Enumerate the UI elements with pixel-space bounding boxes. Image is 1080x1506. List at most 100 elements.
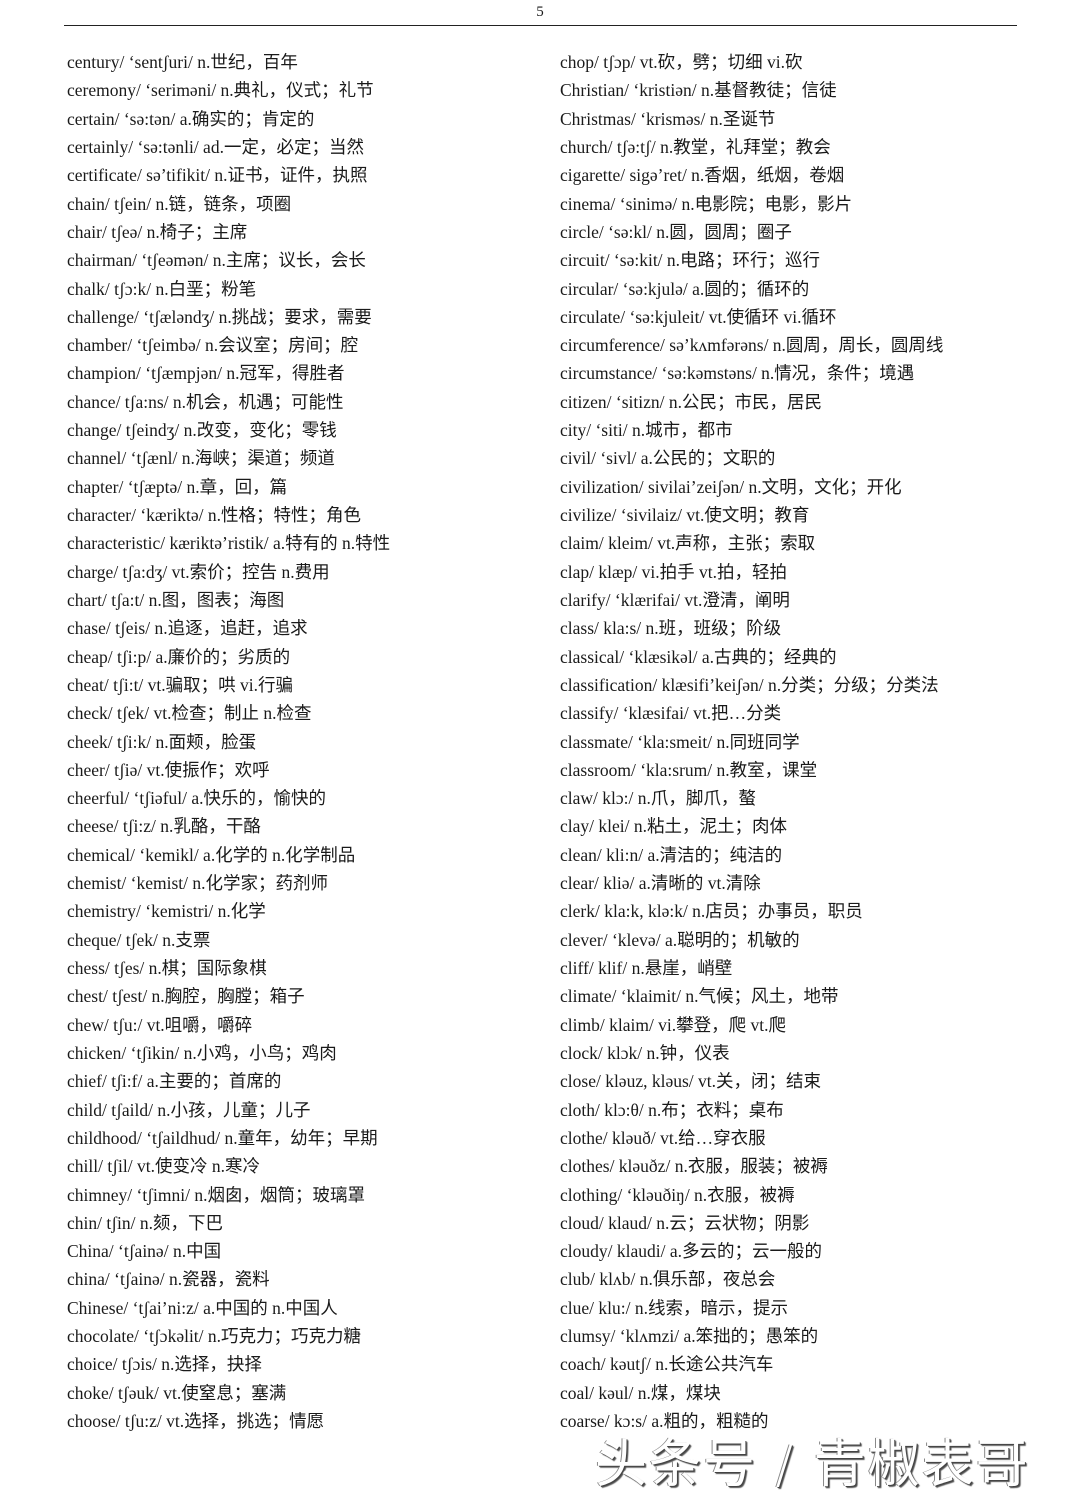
vocab-entry: civil/ ‘sivl/ a.公民的；文职的 — [560, 448, 776, 469]
vocab-entry: clear/ kliə/ a.清晰的 vt.清除 — [560, 873, 761, 894]
vocab-entry: coarse/ kɔ:s/ a.粗的，粗糙的 — [560, 1411, 769, 1431]
vocab-entry: chicken/ ‘tʃikin/ n.小鸡，小鸟；鸡肉 — [67, 1042, 337, 1063]
vocab-entry: chop/ tʃɔp/ vt.砍，劈；切细 vi.砍 — [560, 52, 803, 72]
vocab-entry: classical/ ‘klæsikəl/ a.古典的；经典的 — [560, 646, 837, 667]
vocab-entry: claw/ klɔ:/ n.爪，脚爪，螯 — [560, 788, 756, 809]
left-column: century/ ‘sentʃuri/ n.世纪，百年 ceremony/ ‘se… — [67, 48, 390, 1435]
vocab-entry: circumference/ sə’kʌmfərəns/ n.圆周，周长，圆周线 — [560, 335, 944, 356]
vocab-entry: clothe/ kləuð/ vt.给…穿衣服 — [560, 1127, 766, 1148]
vocab-entry: chimney/ ‘tʃimni/ n.烟囱，烟筒；玻璃罩 — [67, 1184, 365, 1205]
vocab-entry: clever/ ‘klevə/ a.聪明的；机敏的 — [560, 929, 800, 950]
vocab-entry: citizen/ ‘sitizn/ n.公民；市民，居民 — [560, 391, 822, 412]
vocab-entry: classification/ klæsifi’keiʃən/ n.分类；分级；… — [560, 674, 939, 695]
vocab-entry: cheese/ tʃi:z/ n.乳酪，干酪 — [67, 816, 261, 837]
vocab-entry: chairman/ ‘tʃeəmən/ n.主席；议长，会长 — [67, 250, 366, 271]
vocab-entry: cheerful/ ‘tʃiəful/ a.快乐的，愉快的 — [67, 788, 327, 809]
vocab-entry: chemist/ ‘kemist/ n.化学家；药剂师 — [67, 873, 329, 894]
vocab-entry: China/ ‘tʃainə/ n.中国 — [67, 1241, 222, 1262]
vocab-entry: clothing/ ‘kləuðiŋ/ n.衣服，被褥 — [560, 1184, 795, 1205]
vocab-entry: chain/ tʃein/ n.链，链条，项圈 — [67, 193, 292, 214]
vocab-entry: coal/ kəul/ n.煤，煤块 — [560, 1382, 721, 1403]
vocab-entry: chance/ tʃa:ns/ n.机会，机遇；可能性 — [67, 391, 344, 412]
watermark: 头条号 / 青椒表哥 — [595, 1435, 1030, 1495]
vocab-entry: clerk/ kla:k, klə:k/ n.店员；办事员，职员 — [560, 901, 863, 922]
vocab-entry: chamber/ ‘tʃeimbə/ n.会议室；房间；腔 — [67, 335, 359, 356]
vocab-entry: cheque/ tʃek/ n.支票 — [67, 929, 211, 950]
vocab-entry: certain/ ‘sə:tən/ a.确实的；肯定的 — [67, 108, 315, 129]
vocab-entry: cheat/ tʃi:t/ vt.骗取；哄 vi.行骗 — [67, 674, 294, 695]
vocab-entry: challenge/ ‘tʃæləndʒ/ n.挑战；要求，需要 — [67, 306, 372, 327]
vocab-entry: cloud/ klaud/ n.云；云状物；阴影 — [560, 1212, 810, 1233]
page-number: 5 — [536, 4, 544, 20]
vocab-entry: chemistry/ ‘kemistri/ n.化学 — [67, 901, 266, 922]
vocab-entry: certainly/ ‘sə:tənli/ ad.一定，必定；当然 — [67, 136, 364, 157]
vocab-entry: chase/ tʃeis/ n.追逐，追赶，追求 — [67, 618, 308, 639]
vocab-entry: circuit/ ‘sə:kit/ n.电路；环行；巡行 — [560, 250, 821, 271]
vocab-entry: character/ ‘kæriktə/ n.性格；特性；角色 — [67, 505, 362, 525]
vocab-entry: chest/ tʃest/ n.胸腔，胸膛；箱子 — [67, 986, 305, 1007]
vocab-entry: choke/ tʃəuk/ vt.使窒息；塞满 — [67, 1382, 287, 1403]
vocab-entry: clay/ klei/ n.粘土，泥土；肉体 — [560, 816, 787, 837]
vocab-entry: Christian/ ‘kristiən/ n.基督教徒；信徒 — [560, 80, 837, 101]
vocab-entry: check/ tʃek/ vt.检查；制止 n.检查 — [67, 703, 312, 724]
vocab-entry: circle/ ‘sə:kl/ n.圆，圆周；圈子 — [560, 221, 792, 242]
vocab-entry: choice/ tʃɔis/ n.选择，抉择 — [67, 1354, 262, 1375]
vocab-entry: civilization/ sivilai’zeiʃən/ n.文明，文化；开化 — [560, 476, 902, 497]
vocab-entry: chair/ tʃeə/ n.椅子；主席 — [67, 221, 248, 242]
vocab-entry: class/ kla:s/ n.班，班级；阶级 — [560, 618, 782, 639]
vocab-entry: clock/ klɔk/ n.钟，仪表 — [560, 1042, 730, 1063]
vocab-entry: civilize/ ‘sivilaiz/ vt.使文明；教育 — [560, 505, 810, 525]
vocab-entry: climb/ klaim/ vi.攀登，爬 vt.爬 — [560, 1014, 787, 1035]
vocab-entry: certificate/ sə’tifikit/ n.证书，证件，执照 — [67, 165, 368, 186]
vocab-entry: century/ ‘sentʃuri/ n.世纪，百年 — [67, 52, 298, 72]
vocab-entry: chart/ tʃa:t/ n.图，图表；海图 — [67, 589, 285, 610]
vocab-entry: china/ ‘tʃainə/ n.瓷器，瓷料 — [67, 1269, 270, 1290]
vocab-entry: chocolate/ ‘tʃɔkəlit/ n.巧克力；巧克力糖 — [67, 1326, 362, 1347]
vocab-entry: cheek/ tʃi:k/ n.面颊，脸蛋 — [67, 731, 257, 752]
vocab-entry: close/ kləuz, kləus/ vt.关，闭；结束 — [560, 1071, 822, 1092]
vocab-entry: clap/ klæp/ vi.拍手 vt.拍，轻拍 — [560, 561, 788, 582]
vocab-entry: clean/ kli:n/ a.清洁的；纯洁的 — [560, 844, 783, 865]
vocab-entry: cigarette/ sigə’ret/ n.香烟，纸烟，卷烟 — [560, 165, 845, 186]
vocab-entry: Christmas/ ‘krisməs/ n.圣诞节 — [560, 108, 776, 129]
vocab-entry: clumsy/ ‘klʌmzi/ a.笨拙的；愚笨的 — [560, 1326, 819, 1347]
vocab-entry: cliff/ klif/ n.悬崖，峭壁 — [560, 958, 733, 978]
vocab-entry: coach/ kəutʃ/ n.长途公共汽车 — [560, 1354, 774, 1375]
vocab-entry: circulate/ ‘sə:kjuleit/ vt.使循环 vi.循环 — [560, 306, 837, 327]
vocab-entry: cinema/ ‘sinimə/ n.电影院；电影，影片 — [560, 193, 853, 214]
vocab-entry: cloudy/ klaudi/ a.多云的；云一般的 — [560, 1241, 822, 1262]
vocab-entry: charge/ tʃa:dʒ/ vt.索价；控告 n.费用 — [67, 561, 330, 582]
vocab-entry: ceremony/ ‘seriməni/ n.典礼，仪式；礼节 — [67, 80, 374, 101]
vocab-entry: cheap/ tʃi:p/ a.廉价的；劣质的 — [67, 646, 291, 667]
vocab-entry: cloth/ klɔ:θ/ n.布；衣料；桌布 — [560, 1099, 784, 1120]
vocab-entry: clarify/ ‘klærifai/ vt.澄清，阐明 — [560, 589, 790, 610]
vocab-entry: chalk/ tʃɔ:k/ n.白垩；粉笔 — [67, 278, 257, 299]
vocab-entry: classmate/ ‘kla:smeit/ n.同班同学 — [560, 731, 800, 752]
vocab-entry: change/ tʃeindʒ/ n.改变，变化；零钱 — [67, 420, 337, 441]
vocab-entry: chess/ tʃes/ n.棋；国际象棋 — [67, 958, 267, 978]
vocab-entry: chin/ tʃin/ n.颏，下巴 — [67, 1212, 224, 1233]
vocab-entry: cheer/ tʃiə/ vt.使振作；欢呼 — [67, 759, 270, 780]
vocab-entry: chief/ tʃi:f/ a.主要的；首席的 — [67, 1071, 282, 1092]
vocab-entry: child/ tʃaild/ n.小孩，儿童；儿子 — [67, 1099, 311, 1120]
vocab-entry: circular/ ‘sə:kjulə/ a.圆的；循环的 — [560, 278, 810, 299]
vocab-entry: classify/ ‘klæsifai/ vt.把…分类 — [560, 703, 782, 724]
vocab-entry: choose/ tʃu:z/ vt.选择，挑选；情愿 — [67, 1411, 325, 1431]
vocab-entry: circumstance/ ‘sə:kəmstəns/ n.情况，条件；境遇 — [560, 363, 915, 384]
header-rule — [64, 25, 1017, 26]
vocab-entry: clothes/ kləuðz/ n.衣服，服装；被褥 — [560, 1156, 828, 1177]
vocab-entry: childhood/ ‘tʃaildhud/ n.童年，幼年；早期 — [67, 1127, 378, 1148]
vocab-entry: city/ ‘siti/ n.城市，都市 — [560, 420, 733, 441]
vocab-entry: claim/ kleim/ vt.声称，主张；索取 — [560, 533, 816, 554]
vocab-entry: chew/ tʃu:/ vt.咀嚼，嚼碎 — [67, 1014, 253, 1035]
vocab-entry: champion/ ‘tʃæmpjən/ n.冠军，得胜者 — [67, 363, 345, 384]
vocab-entry: chapter/ ‘tʃæptə/ n.章，回，篇 — [67, 476, 288, 497]
vocab-entry: club/ klʌb/ n.俱乐部，夜总会 — [560, 1269, 776, 1290]
vocab-entry: church/ tʃə:tʃ/ n.教堂，礼拜堂；教会 — [560, 136, 831, 157]
vocab-entry: classroom/ ‘kla:srum/ n.教室，课堂 — [560, 759, 818, 780]
vocab-entry: climate/ ‘klaimit/ n.气候；风土，地带 — [560, 986, 839, 1007]
vocab-entry: Chinese/ ‘tʃai’ni:z/ a.中国的 n.中国人 — [67, 1297, 338, 1318]
vocab-entry: chemical/ ‘kemikl/ a.化学的 n.化学制品 — [67, 844, 356, 865]
vocab-entry: clue/ klu:/ n.线索，暗示，提示 — [560, 1297, 788, 1318]
vocab-entry: characteristic/ kæriktə’ristik/ a.特有的 n.… — [67, 533, 391, 554]
